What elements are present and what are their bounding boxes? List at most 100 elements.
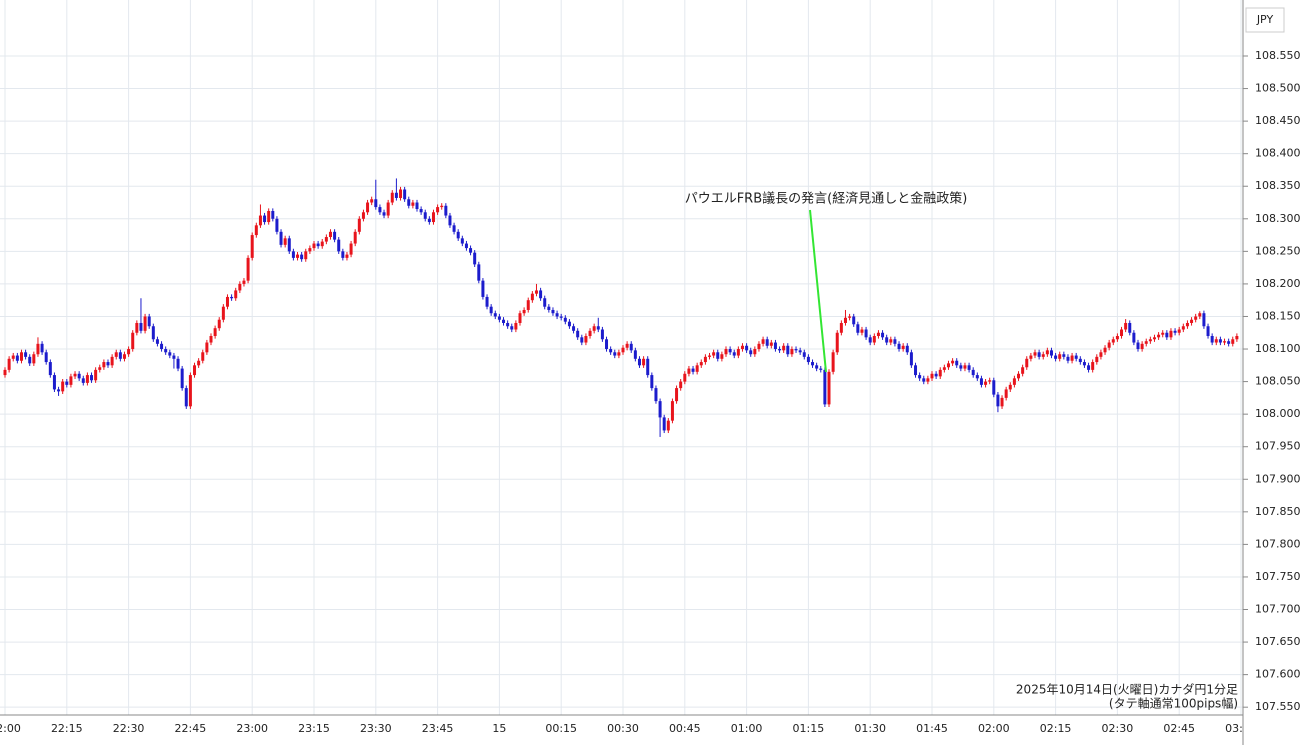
candle-body [28, 356, 32, 364]
note: 2025年10月14日(火曜日)カナダ円1分足 [1016, 682, 1238, 697]
candle-body [493, 313, 497, 317]
candle-body [1078, 358, 1082, 363]
candle-body [592, 326, 596, 331]
candle-body [382, 212, 386, 216]
candle-body [353, 231, 357, 244]
candle-body [407, 199, 411, 206]
candle-body [320, 241, 324, 247]
candle-body [394, 192, 398, 198]
candle-body [934, 373, 938, 377]
candle-body [3, 369, 7, 376]
y-tick-label: 107.950 [1255, 440, 1300, 453]
candle-body [637, 358, 641, 366]
candle-body [996, 394, 1000, 407]
y-tick-label: 108.200 [1255, 277, 1300, 290]
x-axis: 22:00 22:15 22:30 22:45 23:00 23:15 23:30 23:45… [0, 722, 1257, 735]
candle-body [600, 329, 604, 340]
candle-body [567, 321, 571, 327]
candle-body [642, 358, 646, 366]
candle-body [366, 202, 370, 213]
y-tick-label: 108.500 [1255, 82, 1300, 95]
candle-body [716, 352, 720, 359]
candle-body [551, 309, 555, 314]
candle-body [534, 290, 538, 294]
candle-body [806, 356, 810, 363]
candle-body [1008, 384, 1012, 390]
candles [3, 178, 1239, 437]
candle-body [1120, 329, 1124, 337]
candle-body [1099, 352, 1103, 357]
candle-body [773, 342, 777, 350]
candle-body [811, 362, 815, 366]
candle-body [839, 322, 843, 333]
y-tick-label: 108.450 [1255, 114, 1300, 127]
candle-body [477, 264, 481, 281]
candle-body [419, 209, 423, 213]
candle-body [1235, 336, 1239, 340]
candle-body [258, 215, 262, 226]
candle-body [308, 248, 312, 252]
candle-body [300, 254, 304, 260]
candle-body [790, 349, 794, 355]
candle-body [835, 332, 839, 353]
candle-body [139, 322, 143, 331]
candle-body [1132, 332, 1136, 343]
candle-body [94, 369, 98, 381]
candle-body [1124, 322, 1128, 330]
candle-body [662, 417, 666, 431]
candle-body [370, 199, 374, 203]
x-tick-label: 23:15 [298, 722, 330, 735]
candle-body [44, 352, 48, 363]
candle-body [559, 316, 563, 318]
candle-body [1169, 330, 1173, 338]
y-tick-label: 108.150 [1255, 309, 1300, 322]
candle-body [11, 355, 15, 359]
candle-body [40, 343, 44, 353]
y-tick-label: 107.550 [1255, 700, 1300, 713]
candle-body [254, 225, 258, 236]
candle-body [1177, 329, 1181, 333]
x-tick-label: 00:30 [607, 722, 639, 735]
candle-body [860, 329, 864, 333]
y-tick-label: 107.850 [1255, 505, 1300, 518]
candle-body [481, 280, 485, 297]
candle-body [287, 238, 291, 252]
candle-body [485, 296, 489, 307]
candle-body [757, 343, 761, 350]
candle-body [856, 324, 860, 333]
candle-body [279, 231, 283, 245]
candle-body [555, 313, 559, 317]
candle-body [102, 362, 106, 368]
candle-body [881, 332, 885, 338]
candle-body [316, 243, 320, 247]
candle-body [782, 345, 786, 351]
candle-body [526, 300, 530, 310]
candle-body [1103, 347, 1107, 353]
candle-body [456, 231, 460, 239]
candle-body [106, 362, 110, 366]
x-tick-label: 00:15 [545, 722, 577, 735]
candle-body [885, 337, 889, 343]
candle-body [984, 381, 988, 385]
candle-body [955, 360, 959, 366]
y-tick-label: 107.900 [1255, 472, 1300, 485]
candle-body [1033, 352, 1037, 356]
candle-body [868, 337, 872, 343]
candle-body [143, 316, 147, 331]
candle-body [1181, 326, 1185, 330]
candle-body [131, 332, 135, 350]
candle-body [1115, 336, 1119, 340]
candle-body [926, 378, 930, 382]
candle-body [708, 355, 712, 357]
candle-body [176, 358, 180, 369]
candle-body [646, 358, 650, 376]
y-tick-label: 107.750 [1255, 570, 1300, 583]
candle-body [271, 210, 275, 219]
candle-body [1227, 341, 1231, 344]
candle-body [328, 231, 332, 238]
candle-body [427, 218, 431, 223]
candle-body [122, 354, 126, 359]
candle-body [291, 251, 295, 258]
candle-body [1128, 322, 1132, 333]
candle-body [172, 355, 176, 359]
